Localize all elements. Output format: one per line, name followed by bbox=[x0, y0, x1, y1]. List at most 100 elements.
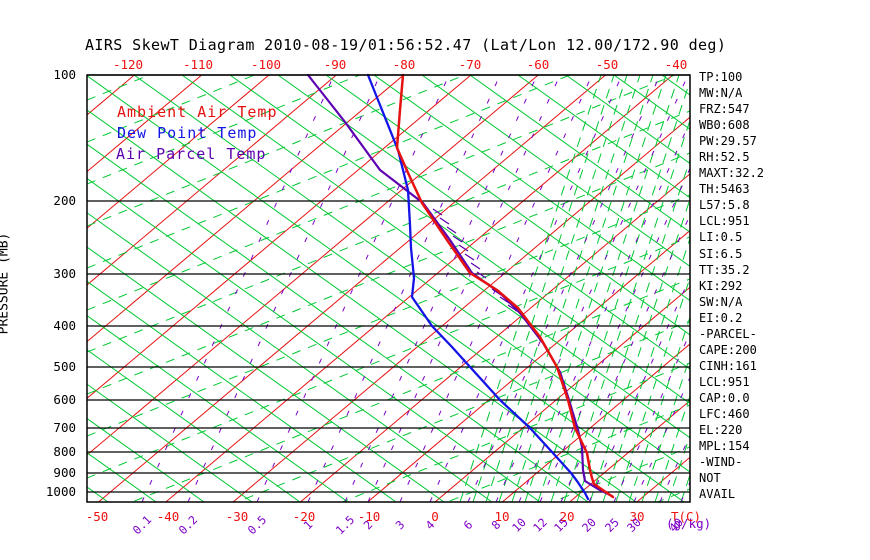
temp-unit-label: T(C) bbox=[670, 509, 702, 524]
moist-adiabat-line bbox=[340, 362, 690, 502]
isotherm-line bbox=[501, 343, 690, 502]
mixing-ratio-line bbox=[367, 75, 561, 502]
pressure-label: 800 bbox=[53, 444, 76, 459]
mixing-ratio-line bbox=[613, 331, 690, 502]
top-temp-label: -110 bbox=[182, 57, 214, 72]
moist-adiabat-steep-line bbox=[563, 118, 690, 502]
panel-row: WB0:608 bbox=[699, 118, 750, 133]
bottom-temp-label: -30 bbox=[225, 509, 249, 524]
mixing-ratio-line bbox=[429, 75, 623, 502]
panel-row: CINH:161 bbox=[699, 358, 757, 373]
cape-hatch-tick bbox=[439, 217, 450, 225]
legend-dew-point-temp: Dew Point Temp bbox=[117, 124, 258, 142]
top-temp-label: -40 bbox=[664, 57, 688, 72]
top-temp-label: -100 bbox=[250, 57, 282, 72]
moist-adiabat-steep-line bbox=[537, 75, 680, 502]
moist-adiabat-line bbox=[87, 75, 256, 143]
panel-row: KI:292 bbox=[699, 278, 743, 293]
mixing-ratio-line bbox=[518, 120, 690, 502]
panel-row: LCL:951 bbox=[699, 374, 750, 389]
dry-adiabat-line bbox=[87, 177, 541, 502]
bottom-temp-label: 20 bbox=[559, 509, 575, 524]
moist-adiabat-steep-line bbox=[615, 276, 690, 502]
panel-row: TH:5463 bbox=[699, 182, 750, 197]
panel-row: EL:220 bbox=[699, 423, 743, 438]
moist-adiabat-steep-line bbox=[511, 75, 654, 502]
panel-row: LCL:951 bbox=[699, 214, 750, 229]
top-temp-label: -120 bbox=[112, 57, 144, 72]
panel-row: MW:N/A bbox=[699, 86, 743, 101]
isotherm-line bbox=[87, 75, 404, 343]
top-temp-label: -50 bbox=[595, 57, 619, 72]
pressure-label: 400 bbox=[53, 318, 76, 333]
top-temp-label: -70 bbox=[458, 57, 482, 72]
pressure-axis-title: PRESSURE (MB) bbox=[0, 232, 12, 335]
dry-adiabat-line bbox=[87, 383, 253, 502]
cape-hatch-tick bbox=[470, 262, 481, 270]
dry-adiabat-line bbox=[469, 75, 690, 233]
ambient-air-temp-curve bbox=[395, 73, 615, 499]
dry-adiabat-line bbox=[87, 486, 109, 502]
moist-adiabat-line bbox=[87, 75, 572, 269]
dry-adiabat-line bbox=[229, 75, 690, 405]
panel-row: TP:100 bbox=[699, 70, 743, 84]
isotherm-line bbox=[300, 173, 690, 502]
pressure-label: 900 bbox=[53, 465, 76, 480]
cape-hatch-tick bbox=[458, 244, 469, 252]
moist-adiabat-line bbox=[551, 446, 690, 502]
page-title: AIRS SkewT Diagram 2010-08-19/01:56:52.4… bbox=[85, 36, 727, 54]
panel-row: MAXT:32.2 bbox=[699, 166, 765, 181]
isotherm-line bbox=[232, 116, 690, 502]
dry-adiabat-line bbox=[87, 246, 445, 502]
pressure-label: 300 bbox=[53, 266, 76, 281]
cape-hatch-tick bbox=[476, 271, 487, 279]
top-temp-label: -90 bbox=[323, 57, 347, 72]
panel-row: -WIND- bbox=[699, 455, 743, 470]
panel-row: EI:0.2 bbox=[699, 310, 743, 325]
panel-row: SI:6.5 bbox=[699, 246, 743, 261]
dry-adiabat-line bbox=[87, 212, 493, 502]
panel-row: -PARCEL- bbox=[699, 326, 757, 341]
isotherm-line bbox=[87, 75, 472, 399]
mixing-ratio-line bbox=[256, 75, 450, 502]
mixing-ratio-unit-label: (g/kg) bbox=[666, 516, 712, 531]
pressure-label: 700 bbox=[53, 420, 76, 435]
bottom-temp-label: -40 bbox=[156, 509, 180, 524]
moist-adiabat-steep-line bbox=[550, 79, 690, 502]
isotherm-line bbox=[165, 75, 674, 502]
moist-adiabat-line bbox=[87, 75, 362, 185]
pressure-label: 500 bbox=[53, 359, 76, 374]
isotherm-line bbox=[569, 399, 690, 502]
bottom-temp-label: -10 bbox=[357, 509, 381, 524]
mixing-ratio-line bbox=[344, 75, 538, 502]
moist-adiabat-line bbox=[87, 110, 690, 353]
mixing-ratio-line bbox=[467, 75, 661, 502]
moist-adiabat-steep-line bbox=[602, 236, 690, 502]
bottom-temp-label: 0 bbox=[431, 509, 439, 524]
moist-adiabat-line bbox=[87, 236, 690, 479]
moist-adiabat-steep-line bbox=[472, 75, 615, 502]
moist-adiabat-steep-line bbox=[654, 394, 690, 502]
moist-adiabat-steep-line bbox=[524, 75, 667, 502]
mixing-ratio-line bbox=[141, 75, 335, 502]
mixing-ratio-line bbox=[539, 167, 690, 502]
panel-row: LI:0.5 bbox=[699, 230, 743, 245]
panel-row: AVAIL bbox=[699, 487, 736, 502]
mixing-ratio-line bbox=[187, 75, 381, 502]
mixing-ratio-line bbox=[495, 75, 689, 502]
mixing-ratio-line bbox=[560, 213, 690, 502]
cape-hatch-tick bbox=[464, 253, 475, 261]
cape-hatch-tick bbox=[432, 208, 443, 216]
cape-hatch-tick bbox=[452, 235, 463, 243]
isotherm-line bbox=[87, 75, 539, 456]
dry-adiabat-line bbox=[133, 75, 690, 473]
air-parcel-temp-curve bbox=[306, 73, 614, 498]
legend-air-parcel-temp: Air Parcel Temp bbox=[116, 145, 267, 163]
dry-adiabat-line bbox=[87, 75, 685, 502]
moist-adiabat-steep-line bbox=[589, 197, 690, 502]
mixing-ratio-line bbox=[399, 75, 593, 502]
dry-adiabat-line bbox=[181, 75, 690, 439]
pressure-label: 100 bbox=[53, 67, 76, 82]
